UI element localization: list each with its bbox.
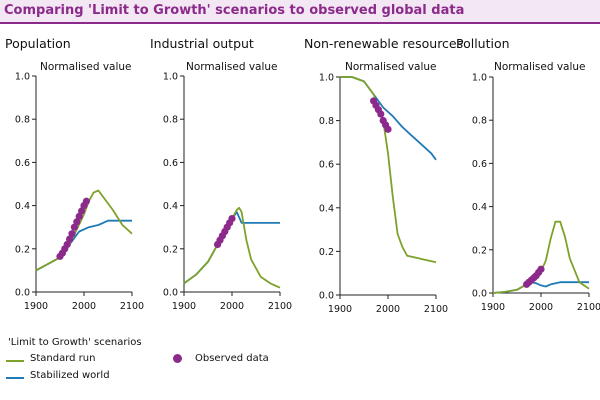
- chart-panel-4: Pollution Normalised value 0.0 0.2 0.4 0.6 0.8…: [456, 36, 600, 313]
- y-tick-label: 0.8: [163, 115, 178, 126]
- y-tick-label: 0.0: [15, 288, 30, 299]
- x-tick-label: 1900: [24, 301, 48, 312]
- x-tick-label: 2100: [577, 302, 600, 313]
- y-tick-label: 0.0: [472, 289, 487, 300]
- x-tick-label: 2100: [120, 301, 144, 312]
- y-tick-label: 0.4: [472, 202, 487, 213]
- standard-run-line: [183, 206, 281, 289]
- observed-data-point: [537, 265, 545, 273]
- chart-panel-2: Industrial output Normalised value 0.0 0.2 0…: [150, 36, 292, 312]
- observed-data-point: [82, 197, 90, 205]
- chart-title: Pollution: [456, 36, 510, 51]
- y-axis-label: Normalised value: [40, 61, 132, 73]
- standard-run-line: [492, 220, 590, 294]
- x-tick-label: 2000: [220, 301, 244, 312]
- x-tick-label: 2000: [529, 302, 553, 313]
- y-tick-label: 0.6: [472, 159, 487, 170]
- observed-data-point: [384, 125, 392, 133]
- y-tick-label: 0.2: [15, 244, 30, 255]
- observed-data-point: [75, 212, 83, 220]
- y-tick-label: 0.8: [15, 115, 30, 126]
- observed-data-point: [66, 235, 74, 243]
- x-tick-label: 2000: [72, 301, 96, 312]
- y-tick-label: 0.4: [15, 201, 30, 212]
- x-tick-label: 1900: [481, 302, 505, 313]
- standard-run-line: [340, 76, 437, 264]
- x-tick-label: 2000: [376, 304, 400, 315]
- chart-panel-1: Population Normalised value 0.0 0.2 0.4 0.6 0.…: [5, 36, 144, 312]
- title-bar: Comparing 'Limit to Growth' scenarios to…: [0, 0, 600, 24]
- observed-data-point: [228, 214, 236, 223]
- y-tick-label: 0.2: [319, 247, 334, 258]
- x-tick-label: 1900: [172, 301, 196, 312]
- observed-data-point: [377, 110, 385, 118]
- observed-data-point: [70, 223, 78, 231]
- y-tick-label: 0.6: [319, 160, 334, 171]
- y-axis-label: Normalised value: [186, 61, 278, 73]
- y-tick-label: 0.2: [472, 245, 487, 256]
- y-tick-label: 0.2: [163, 244, 178, 255]
- x-tick-label: 2100: [268, 301, 292, 312]
- y-tick-label: 0.0: [319, 291, 334, 302]
- y-tick-label: 0.6: [163, 158, 178, 169]
- y-axis-label: Normalised value: [345, 61, 437, 73]
- chart-title: Industrial output: [150, 36, 254, 51]
- y-tick-label: 0.6: [15, 158, 30, 169]
- observed-data-point: [63, 240, 71, 249]
- observed-data-point: [73, 218, 81, 226]
- observed-data-point: [78, 207, 86, 215]
- y-tick-label: 0.8: [319, 116, 334, 127]
- observed-data-point: [68, 230, 76, 238]
- y-tick-label: 0.0: [163, 288, 178, 299]
- page-title: Comparing 'Limit to Growth' scenarios to…: [4, 3, 465, 18]
- chart-title: Population: [5, 36, 71, 51]
- chart-title: Non-renewable resources: [304, 36, 463, 51]
- y-tick-label: 0.8: [472, 116, 487, 127]
- x-tick-label: 2100: [424, 304, 448, 315]
- y-tick-label: 1.0: [319, 73, 334, 84]
- y-tick-label: 1.0: [472, 73, 487, 84]
- x-tick-label: 1900: [328, 304, 352, 315]
- y-axis-label: Normalised value: [494, 61, 586, 73]
- y-tick-label: 1.0: [15, 72, 30, 83]
- y-tick-label: 0.4: [163, 201, 178, 212]
- y-tick-label: 1.0: [163, 72, 178, 83]
- chart-panel-3: Non-renewable resources Normalised value 0…: [304, 36, 463, 315]
- y-tick-label: 0.4: [319, 203, 334, 214]
